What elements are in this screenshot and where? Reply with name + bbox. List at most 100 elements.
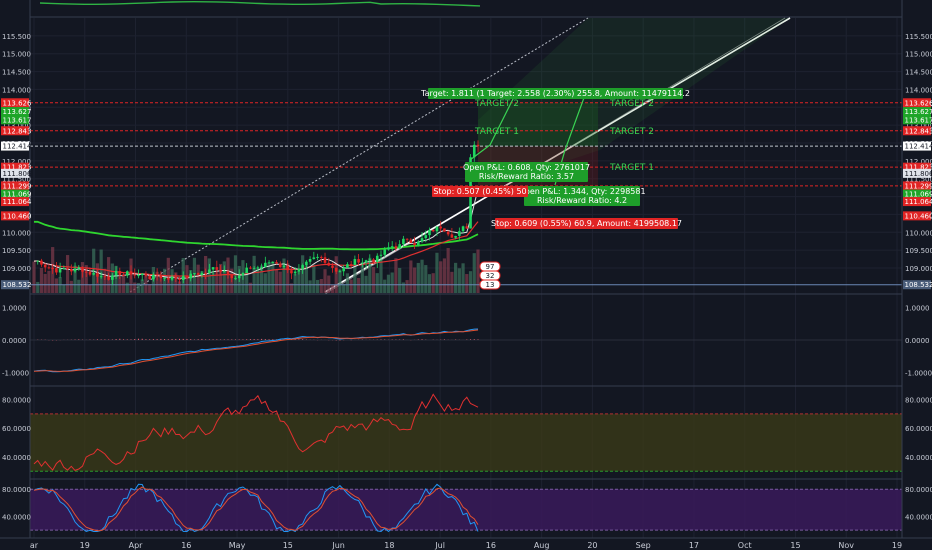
candle-body: [215, 267, 219, 270]
candle-body: [443, 228, 446, 232]
target-label: TARGET 1: [609, 163, 654, 173]
open-pnl-annotation-2-text: Risk/Reward Ratio: 4.2: [537, 196, 627, 205]
candle-body: [316, 256, 319, 258]
candle-body: [137, 275, 140, 277]
time-tick: 15: [790, 541, 800, 550]
candle-body: [88, 271, 92, 275]
candle-body: [413, 243, 416, 246]
candle-body: [200, 272, 204, 275]
volume-bar: [461, 263, 465, 293]
candlesticks[interactable]: [36, 140, 480, 286]
price-badge-right-box: [903, 107, 931, 117]
volume-bar: [125, 282, 129, 293]
candle-body: [361, 262, 364, 264]
target-labels: TARGET 1 TARGET 2 TARGET 2 TARGET 2 TARGET 1: [474, 99, 654, 173]
price-badge-left-text: 108.532: [3, 281, 32, 289]
time-tick: 18: [384, 541, 394, 550]
candle-body: [36, 260, 40, 262]
price-badge-right-text: 111.823: [905, 164, 932, 172]
indicator-axes: 1.0000 1.0000 0.0000 0.0000 -1.0000 -1.0000 80…: [2, 304, 932, 521]
price-badge-left-text: 111.069: [3, 191, 32, 199]
price-badge-left-box: [1, 162, 29, 172]
indicator-tick-left: 80.0000: [2, 396, 31, 404]
candle-body: [125, 271, 129, 276]
indicator-tick-left: 1.0000: [2, 304, 27, 312]
volume-bar: [334, 256, 338, 293]
top-indicator-line: [39, 0, 481, 7]
candle-body: [267, 262, 271, 264]
volume-bar: [371, 267, 376, 293]
time-axis[interactable]: ar 19 Apr 16 May 15 Jun 18 Jul 16 Aug 20 Sep 17 Oct 15 N…: [30, 541, 902, 550]
candle-body: [390, 246, 394, 248]
candle-body: [409, 239, 413, 244]
volume-bar: [398, 267, 402, 293]
candle-body: [394, 246, 398, 249]
indicator-tick-right: 40.0000: [905, 454, 932, 462]
trade-annotations[interactable]: Target: 1.811 (1 Target: 2.558 (2.30%) 2…: [420, 88, 690, 229]
volume-bar: [256, 268, 260, 293]
volume-bar: [73, 265, 77, 293]
candle-body: [293, 271, 297, 274]
time-tick: Jul: [434, 541, 445, 550]
candle-body: [107, 276, 110, 280]
volume-bar: [416, 262, 420, 293]
candle-body: [174, 276, 178, 279]
volume-bar: [289, 283, 294, 293]
candle-body: [312, 257, 316, 259]
price-tick-right: 111.500: [905, 176, 932, 184]
price-tick-left: 113.000: [2, 122, 31, 130]
volume-bar: [114, 265, 118, 293]
price-badge-left-text: 111.064: [3, 198, 32, 206]
volume-bar: [278, 271, 282, 293]
moving-averages: [33, 188, 479, 279]
open-pnl-annotation-2-text: Open P&L: 1.344, Qty: 2298581: [518, 187, 645, 196]
volume-bar: [301, 255, 305, 293]
volume-bar: [200, 271, 204, 293]
price-badge-left-box: [1, 126, 29, 136]
price-badge-right-box: [903, 280, 931, 290]
candle-body: [163, 277, 166, 279]
candle-body: [383, 249, 387, 255]
candle-body: [62, 268, 66, 270]
time-tick: 20: [587, 541, 597, 550]
volume-bar: [218, 263, 223, 293]
candle-body: [305, 261, 308, 266]
price-badge-right-text: 113.627: [905, 108, 932, 116]
candle-body: [155, 274, 159, 276]
indicator-tick-right: 80.0000: [905, 396, 932, 404]
candle-body: [252, 268, 256, 270]
open-pnl-annotation-1-text: Risk/Reward Ratio: 3.57: [479, 172, 574, 181]
candle-body: [446, 231, 450, 235]
volume-bar: [222, 261, 226, 293]
volume-bar: [293, 273, 297, 293]
volume-bar: [196, 264, 200, 293]
volume-bar: [88, 284, 92, 293]
price-tick-left: 114.500: [2, 69, 31, 77]
time-tick: Apr: [129, 541, 144, 550]
price-badge-left-text: 111.299: [3, 182, 32, 190]
price-tick-left: 115.000: [2, 51, 31, 59]
volume-bar: [465, 274, 469, 293]
candle-body: [387, 247, 390, 250]
open-pnl-annotation-2-box: [524, 186, 640, 206]
price-badge-right-text: 112.414: [905, 143, 932, 151]
candle-body: [256, 267, 260, 269]
candle-body: [47, 267, 51, 269]
marker-badge-text: 13: [486, 281, 495, 289]
stop-annotation-2-text: Stop: 0.609 (0.55%) 60.9, Amount: 419950…: [491, 219, 682, 228]
volume-bar: [446, 247, 450, 293]
stochastic-pane: [30, 483, 902, 533]
candle-body: [148, 275, 151, 280]
candle-body: [167, 277, 170, 280]
candle-body: [275, 262, 278, 264]
volume-bar: [401, 282, 405, 293]
rsi-band: [30, 413, 902, 472]
candle-body: [323, 257, 327, 263]
candle-body: [70, 269, 73, 272]
candle-body: [353, 259, 357, 266]
candle-body: [40, 260, 43, 265]
candle-body: [144, 273, 148, 276]
volume-bar: [304, 265, 308, 293]
